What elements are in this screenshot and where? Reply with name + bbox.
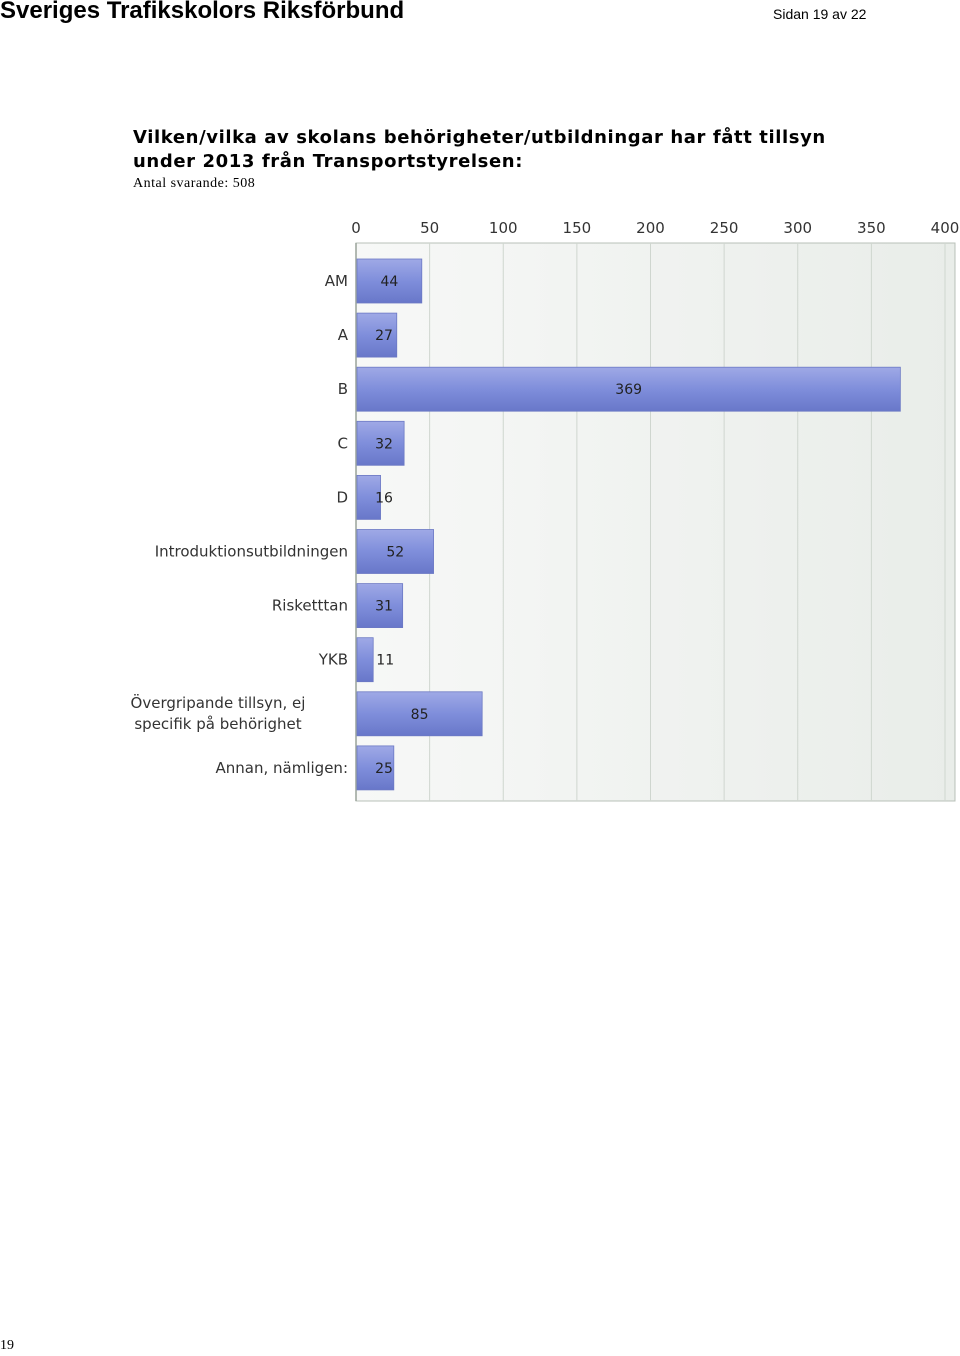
x-tick-label: 0 [351,219,361,237]
x-tick-label: 50 [420,219,439,237]
data-label: 52 [386,545,404,561]
y-axis-labels: AM A B C D Introduktionsutbildningen Riskettta… [131,272,349,777]
data-label: 369 [615,382,642,398]
bar [356,637,374,683]
x-tick-label: 400 [931,219,960,237]
x-tick-label: 350 [857,219,886,237]
x-tick-label: 300 [783,219,812,237]
category-label: Annan, nämligen: [216,759,348,777]
data-label: 32 [375,436,393,452]
data-label: 85 [411,707,429,723]
question-title: Vilken/vilka av skolans behörigheter/utb… [133,127,826,172]
category-label: Introduktionsutbildningen [155,543,348,561]
x-axis-ticks: 0 50 100 150 200 250 300 350 400 [351,219,959,237]
data-label: 31 [375,599,393,615]
category-label: YKB [318,651,348,669]
bar [356,312,398,358]
x-tick-label: 100 [489,219,518,237]
page-info: Sidan 19 av 22 [773,6,867,22]
x-tick-label: 200 [636,219,665,237]
respondent-count: Antal svarande: 508 [133,176,256,191]
x-tick-label: 150 [563,219,592,237]
category-label: D [336,488,348,506]
bar [356,420,405,466]
bar [356,691,483,737]
bar [356,529,434,574]
x-tick-label: 250 [710,219,739,237]
organization-name: Sveriges Trafikskolors Riksförbund [0,0,405,24]
category-label: Risketttan [272,597,348,615]
bar [356,474,381,520]
bar-chart: 0 50 100 150 200 250 300 350 400 44 27 369 32 16 52 31… [131,219,959,802]
category-label: AM [325,272,348,290]
data-label: 27 [375,328,393,344]
category-label: B [338,380,348,398]
data-label: 11 [376,653,394,669]
data-label: 16 [375,490,393,506]
category-label: A [338,326,349,344]
data-label: 25 [375,761,393,777]
bar [356,583,404,628]
bar [356,366,901,412]
bar [356,258,423,304]
category-label: Övergripande tillsyn, ej specifik på behö… [131,693,306,733]
bars: 44 27 369 32 16 52 31 11 85 25 [356,258,901,791]
category-label: C [338,434,348,452]
bar [356,745,395,791]
footer-page-number: 19 [0,1338,14,1353]
data-label: 44 [380,274,398,290]
